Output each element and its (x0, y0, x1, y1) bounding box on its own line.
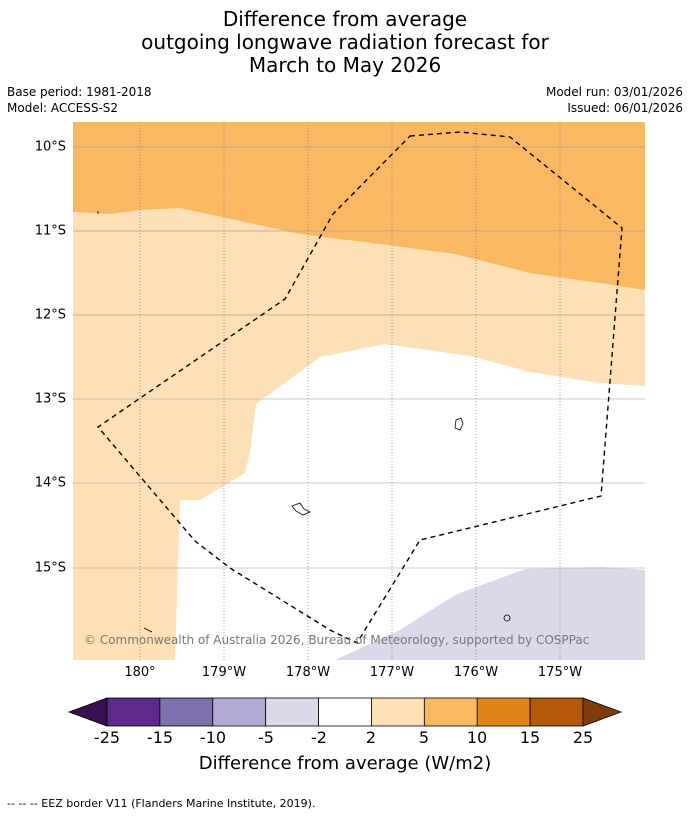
colorbar-segment (318, 697, 372, 727)
base-period: Base period: 1981-2018 (7, 85, 152, 99)
meta-right: Model run: 03/01/2026 Issued: 06/01/2026 (546, 84, 683, 116)
anomaly-5-to-10-region (73, 122, 645, 290)
lon-label: 176°W (453, 665, 499, 680)
island-outline (503, 614, 511, 622)
copyright-notice: © Commonwealth of Australia 2026, Bureau… (84, 633, 590, 647)
colorbar-segment (265, 697, 319, 727)
lat-label: 15°S (34, 560, 66, 576)
title-line-3: March to May 2026 (248, 53, 442, 77)
colorbar-segment (106, 697, 161, 727)
lon-label: 175°W (537, 665, 583, 680)
colorbar-tick: -2 (311, 728, 327, 747)
lat-label: 11°S (34, 223, 66, 239)
colorbar-tick: 15 (519, 728, 541, 747)
colorbar-segment (371, 697, 425, 727)
colorbar-tick: 10 (466, 728, 488, 747)
map-plot-area (73, 122, 645, 660)
meta-left: Base period: 1981-2018 Model: ACCESS-S2 (7, 84, 152, 116)
colorbar-extend-low (67, 697, 108, 727)
colorbar-label: Difference from average (W/m2) (198, 753, 492, 774)
issued-date: Issued: 06/01/2026 (567, 101, 683, 115)
latitude-gridlines (73, 146, 645, 316)
eez-legend-footnote: -- -- -- EEZ border V11 (Flanders Marine… (7, 797, 316, 810)
lat-label: 12°S (34, 307, 66, 323)
lon-label: 178°W (285, 665, 331, 680)
colorbar-tick: 5 (418, 728, 430, 747)
colorbar-tick: -5 (258, 728, 274, 747)
lat-label: 14°S (34, 475, 66, 491)
lon-label: 177°W (369, 665, 415, 680)
colorbar-tick: -25 (93, 728, 121, 747)
title-line-2: outgoing longwave radiation forecast for (141, 30, 549, 54)
lon-label: 179°W (201, 665, 247, 680)
model-run: Model run: 03/01/2026 (545, 85, 683, 99)
colorbar-tick: -10 (199, 728, 227, 747)
island-outline (454, 417, 464, 431)
colorbar-segment (529, 697, 584, 727)
lat-label: 10°S (34, 139, 66, 155)
lat-label: 13°S (34, 391, 66, 407)
eez-border (96, 131, 623, 644)
colorbar-tick: 2 (365, 728, 377, 747)
lon-label: 180° (124, 665, 156, 680)
colorbar-tick: -15 (146, 728, 174, 747)
colorbar-segment (212, 697, 267, 727)
colorbar-segment (476, 697, 531, 727)
colorbar-segments (67, 697, 623, 727)
chart-title: Difference from average outgoing longwav… (0, 8, 690, 77)
colorbar-extend-high (582, 697, 623, 727)
title-line-1: Difference from average (222, 7, 468, 31)
model-name: Model: ACCESS-S2 (7, 101, 119, 115)
anomaly-minus5-to-minus2-region (335, 567, 645, 660)
colorbar-segment (423, 697, 478, 727)
island-outline (291, 502, 311, 516)
colorbar-tick: 25 (572, 728, 594, 747)
colorbar-segment (159, 697, 214, 727)
